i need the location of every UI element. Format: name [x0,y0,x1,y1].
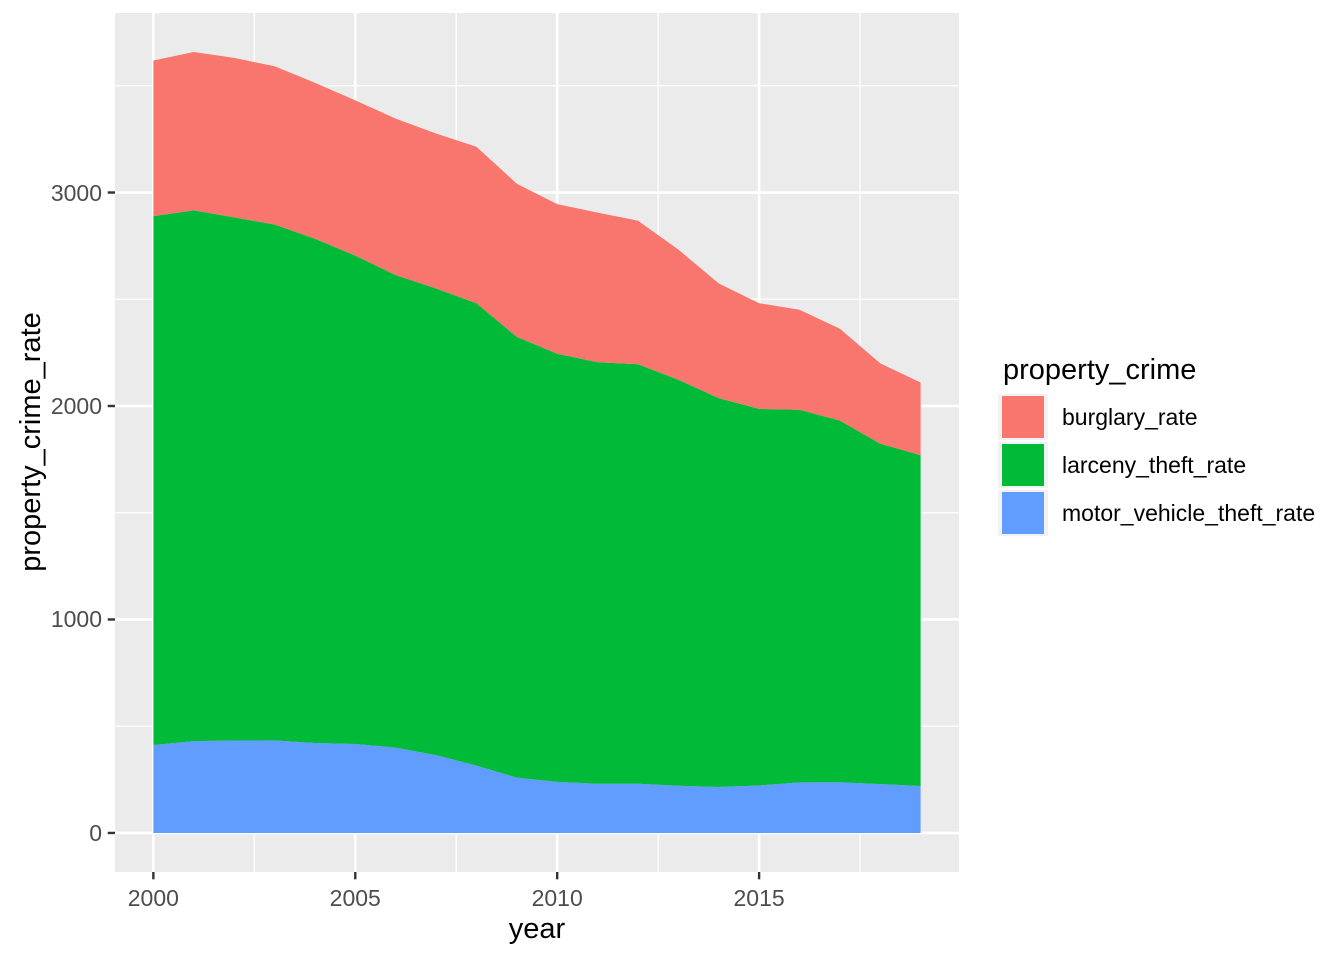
legend-label: motor_vehicle_theft_rate [1062,499,1316,526]
legend-swatch-burglary_rate [1002,396,1044,438]
area-larceny_theft_rate [153,210,921,787]
legend-key-larceny_theft_rate [998,442,1048,488]
legend: property_crime burglary_rate larceny_thef… [998,355,1315,538]
y-tick-marks [107,191,115,835]
y-axis-title: property_crime_rate [15,312,47,572]
y-tick-label: 0 [89,819,102,846]
legend-items: burglary_rate larceny_theft_rate motor_veh… [998,394,1315,536]
legend-item-burglary_rate: burglary_rate [998,394,1315,440]
x-tick-label: 2000 [127,885,179,911]
legend-swatch-motor_vehicle_theft_rate [1002,492,1044,534]
x-axis-title: year [508,913,566,945]
area-motor_vehicle_theft_rate [153,740,921,833]
legend-label: larceny_theft_rate [1062,451,1247,478]
x-tick-label: 2005 [329,885,381,911]
legend-item-motor_vehicle_theft_rate: motor_vehicle_theft_rate [998,490,1315,536]
x-tick-label: 2010 [531,885,583,911]
area-burglary_rate [153,52,921,456]
y-tick-label: 2000 [50,392,102,419]
x-tick-marks [152,872,761,880]
legend-key-motor_vehicle_theft_rate [998,490,1048,536]
legend-label: burglary_rate [1062,403,1198,430]
legend-key-burglary_rate [998,394,1048,440]
legend-swatch-larceny_theft_rate [1002,444,1044,486]
x-tick-label: 2015 [733,885,785,911]
legend-title: property_crime [1003,354,1197,386]
y-tick-label: 1000 [50,606,102,633]
y-tick-label: 3000 [50,179,102,206]
legend-item-larceny_theft_rate: larceny_theft_rate [998,442,1315,488]
